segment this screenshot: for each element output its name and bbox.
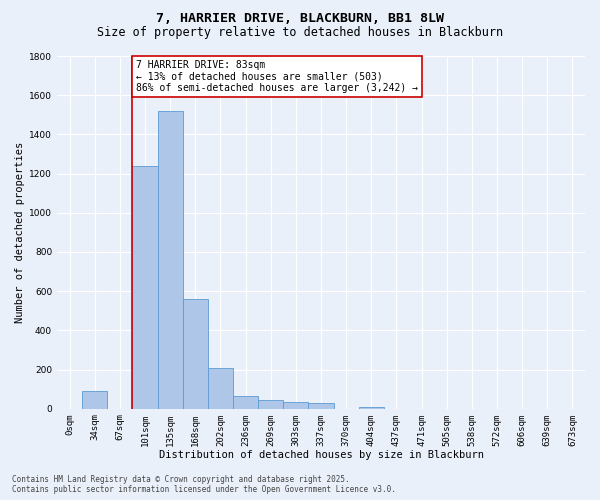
Bar	[183, 299, 208, 408]
Bar	[233, 396, 258, 408]
Bar	[82, 391, 107, 408]
Bar	[283, 402, 308, 408]
Bar	[308, 404, 334, 408]
Bar	[208, 368, 233, 408]
Bar	[258, 400, 283, 408]
Text: Contains HM Land Registry data © Crown copyright and database right 2025.
Contai: Contains HM Land Registry data © Crown c…	[12, 474, 396, 494]
Bar	[359, 407, 384, 408]
Bar	[133, 166, 158, 408]
Y-axis label: Number of detached properties: Number of detached properties	[15, 142, 25, 323]
Text: Size of property relative to detached houses in Blackburn: Size of property relative to detached ho…	[97, 26, 503, 39]
Text: 7, HARRIER DRIVE, BLACKBURN, BB1 8LW: 7, HARRIER DRIVE, BLACKBURN, BB1 8LW	[156, 12, 444, 26]
X-axis label: Distribution of detached houses by size in Blackburn: Distribution of detached houses by size …	[158, 450, 484, 460]
Text: 7 HARRIER DRIVE: 83sqm
← 13% of detached houses are smaller (503)
86% of semi-de: 7 HARRIER DRIVE: 83sqm ← 13% of detached…	[136, 60, 418, 93]
Bar	[158, 111, 183, 408]
